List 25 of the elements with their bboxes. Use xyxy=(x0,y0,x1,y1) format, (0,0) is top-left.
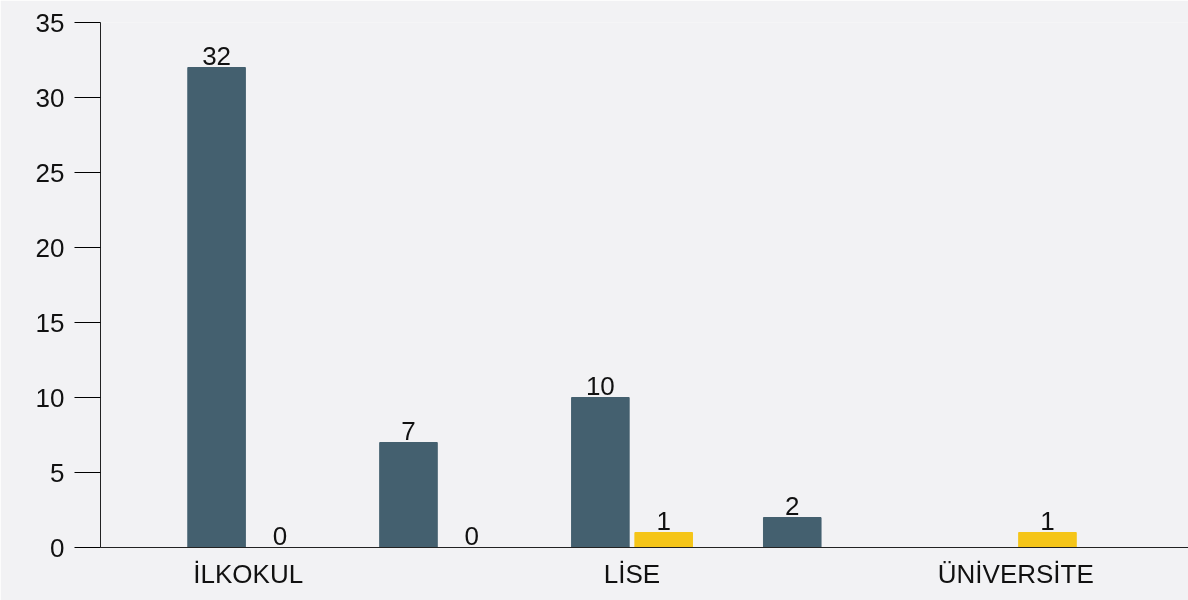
bar xyxy=(187,67,246,548)
y-tick-label: 25 xyxy=(35,157,65,188)
data-label: 2 xyxy=(785,490,800,521)
x-tick-label: LİSE xyxy=(603,558,661,589)
data-label: 1 xyxy=(656,505,671,536)
x-tick-label: ÜNİVERSİTE xyxy=(937,558,1094,589)
bar xyxy=(634,532,693,548)
data-label: 0 xyxy=(464,520,480,551)
data-label: 7 xyxy=(401,415,416,446)
data-label: 1 xyxy=(1040,505,1055,536)
bar xyxy=(571,397,630,548)
y-tick-label: 15 xyxy=(35,307,65,338)
y-tick-label: 0 xyxy=(50,532,65,563)
y-tick-label: 20 xyxy=(35,232,65,263)
data-label: 10 xyxy=(585,370,615,401)
bar xyxy=(1018,532,1077,548)
x-tick-label: İLKOKUL xyxy=(193,558,304,589)
y-tick-label: 5 xyxy=(50,457,65,488)
y-tick-label: 30 xyxy=(35,82,65,113)
y-tick-label: 10 xyxy=(35,382,65,413)
data-label: 32 xyxy=(202,40,232,71)
bar xyxy=(379,442,438,548)
y-tick-label: 35 xyxy=(35,7,65,38)
bar xyxy=(762,517,822,548)
data-label: 0 xyxy=(272,520,288,551)
